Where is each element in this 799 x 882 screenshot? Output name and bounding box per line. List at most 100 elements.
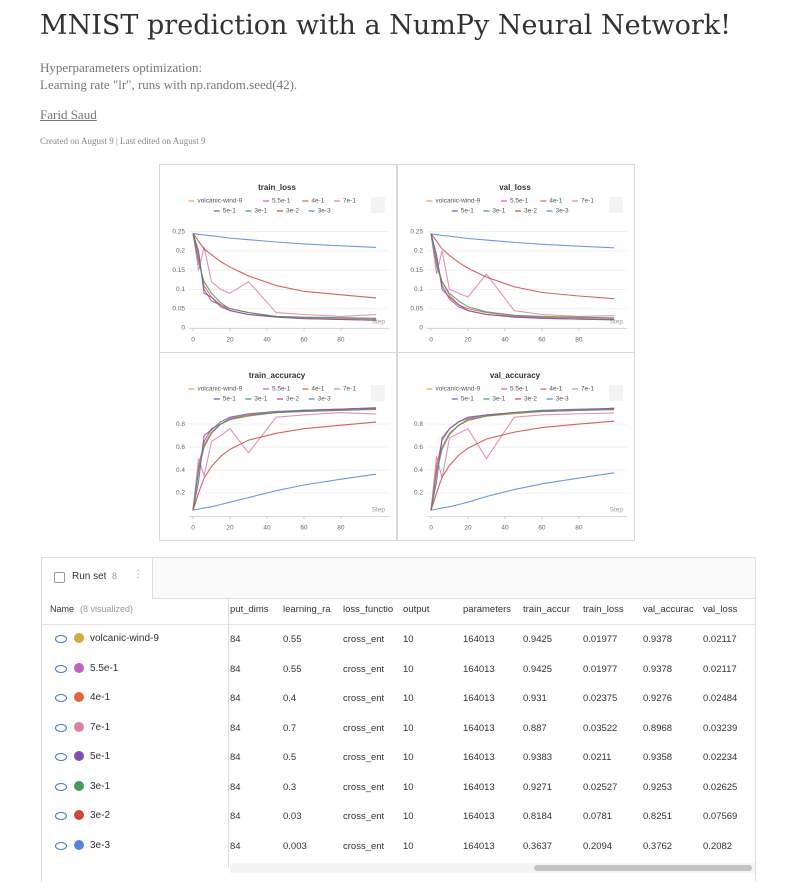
visibility-toggle[interactable] <box>55 782 67 791</box>
table-cell: 164013 <box>463 752 495 763</box>
run-name: 3e-2 <box>90 810 111 821</box>
table-cell: 0.003 <box>283 840 307 852</box>
table-cell: 10 <box>403 722 414 734</box>
legend-label: 7e-1 <box>343 198 356 205</box>
frozen-divider <box>228 598 229 868</box>
legend-label: volcanic-wind-9 <box>197 198 242 205</box>
y-tick-label: 0.2 <box>414 248 423 255</box>
table-cell: cross_ent <box>343 663 385 675</box>
table-cell: 0.9425 <box>523 634 553 645</box>
y-tick-label: 0.4 <box>414 467 423 474</box>
table-cell: 0.8251 <box>643 811 673 822</box>
x-tick-label: 40 <box>263 337 271 344</box>
y-tick-label: 0 <box>419 325 423 332</box>
column-header: learning_ra <box>283 604 331 615</box>
table-cell: 10 <box>403 752 414 763</box>
y-tick-label: 0.05 <box>410 305 423 312</box>
visibility-toggle[interactable] <box>55 841 67 850</box>
author-link[interactable]: Farid Saud <box>40 107 97 122</box>
table-cell: 10 <box>403 840 414 852</box>
legend-label: 5e-1 <box>223 208 236 215</box>
x-tick-label: 0 <box>191 525 195 532</box>
checkbox[interactable] <box>54 572 65 583</box>
x-tick-label: 80 <box>575 337 583 344</box>
chart-grid: train_loss volcanic-wind-9 5.5e-1 4e-1 7e-1 5… <box>159 164 635 541</box>
column-header: loss_functio <box>343 604 394 615</box>
visibility-toggle[interactable] <box>55 753 67 761</box>
report-title: MNIST prediction with a NumPy Neural Net… <box>40 10 731 41</box>
series-line <box>192 412 377 511</box>
table-cell: 0.0781 <box>583 811 613 822</box>
table-cell: 0.02625 <box>703 781 738 793</box>
visibility-toggle[interactable] <box>55 694 67 702</box>
visibility-toggle[interactable] <box>55 812 67 820</box>
legend-label: 5.5e-1 <box>272 386 291 393</box>
run-table: Run set 8 ⋮ Name (8 visualized) put_dims learn… <box>41 557 756 882</box>
table-cell: 0.02117 <box>703 634 737 645</box>
legend-label: 7e-1 <box>581 198 594 205</box>
legend-label: 4e-1 <box>549 198 562 205</box>
legend-label: 3e-2 <box>286 396 299 403</box>
series-line <box>430 420 615 511</box>
column-header: output <box>403 604 430 615</box>
tab-count: 8 <box>112 571 118 581</box>
y-tick-label: 0 <box>181 325 185 332</box>
legend-label: 3e-2 <box>524 396 537 403</box>
table-cell: 0.07569 <box>703 811 738 822</box>
panel <box>397 164 635 353</box>
table-cell: 10 <box>403 781 414 793</box>
scroll-thumb <box>534 865 752 871</box>
series-line <box>192 233 377 321</box>
column-header: put_dims <box>230 604 269 615</box>
legend-label: 3e-2 <box>524 208 537 215</box>
legend-toggle <box>609 385 623 401</box>
x-tick-label: 0 <box>429 525 433 532</box>
y-tick-label: 0.6 <box>414 444 423 451</box>
run-name: 5e-1 <box>90 751 111 762</box>
legend-label: 4e-1 <box>311 198 324 205</box>
table-cell: cross_ent <box>343 840 385 852</box>
table-cell: 0.3637 <box>523 840 553 852</box>
table-cell: 0.9425 <box>523 663 553 675</box>
y-tick-label: 0.8 <box>414 421 423 428</box>
visibility-toggle[interactable] <box>55 723 67 732</box>
table-cell: cross_ent <box>343 693 385 704</box>
x-tick-label: 0 <box>429 337 433 344</box>
series-line <box>430 407 615 511</box>
x-axis-label: Step <box>372 507 386 514</box>
run-name: 3e-3 <box>90 839 111 851</box>
legend-label: 7e-1 <box>581 386 594 393</box>
legend-label: 5.5e-1 <box>272 198 291 205</box>
x-tick-label: 60 <box>300 337 308 344</box>
column-header: train_loss <box>583 604 624 615</box>
table-cell: 84 <box>230 811 241 822</box>
run-color <box>74 839 84 850</box>
table-cell: 84 <box>230 634 241 645</box>
series-line <box>192 407 377 511</box>
legend-label: volcanic-wind-9 <box>435 386 480 393</box>
x-axis-label: Step <box>372 319 386 326</box>
legend-toggle <box>371 197 385 213</box>
legend-label: 5.5e-1 <box>510 198 529 205</box>
table-cell: 0.03522 <box>583 722 618 734</box>
x-tick-label: 20 <box>464 525 472 532</box>
series-line <box>430 233 615 319</box>
visibility-toggle[interactable] <box>55 635 67 643</box>
series-line <box>430 233 615 317</box>
panel <box>159 352 397 541</box>
table-cell: 0.02234 <box>703 752 738 763</box>
table-cell: 0.9358 <box>643 752 673 763</box>
visibility-toggle[interactable] <box>55 664 67 673</box>
series-line <box>192 232 377 248</box>
table-cell: cross_ent <box>343 752 385 763</box>
panel <box>397 352 635 541</box>
y-tick-label: 0.6 <box>176 444 185 451</box>
run-name: 7e-1 <box>90 721 111 733</box>
run-name: 4e-1 <box>90 692 111 703</box>
run-color <box>74 780 84 791</box>
legend-toggle <box>371 385 385 401</box>
table-cell: 0.01977 <box>583 634 618 645</box>
table-cell: 0.0211 <box>583 752 612 763</box>
tab-label: Run set <box>72 571 107 582</box>
